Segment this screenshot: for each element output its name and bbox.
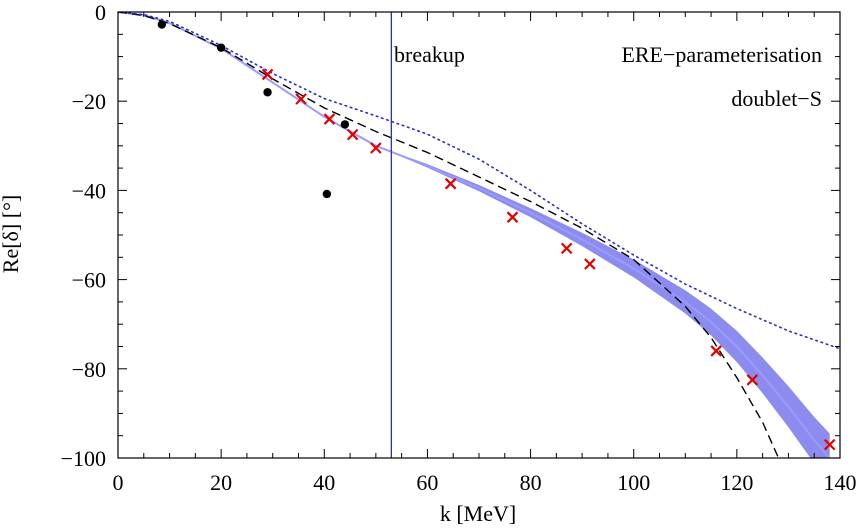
cross-marker <box>370 142 382 154</box>
x-tick-label: 80 <box>520 470 542 495</box>
dot-marker <box>340 120 350 129</box>
channel-label: doublet−S <box>731 86 822 111</box>
cross-stroke <box>823 438 836 451</box>
cross-marker <box>346 128 359 141</box>
x-tick-label: 120 <box>720 470 753 495</box>
markers-group <box>157 20 836 451</box>
dotted-curve <box>118 12 840 350</box>
cross-stroke <box>746 374 759 386</box>
dot-marker <box>157 20 167 29</box>
y-tick-label: −20 <box>72 89 106 114</box>
dot-marker <box>322 189 332 199</box>
cross-marker <box>584 258 596 270</box>
cross-stroke <box>560 242 573 255</box>
y-tick-label: 0 <box>95 0 106 25</box>
y-tick-label: −60 <box>72 268 106 293</box>
parameterisation-label: ERE−parameterisation <box>621 42 822 67</box>
cross-stroke <box>370 142 382 154</box>
cross-stroke <box>506 211 519 223</box>
x-tick-label: 40 <box>313 470 335 495</box>
dot-marker <box>216 43 226 52</box>
cross-stroke <box>584 258 596 270</box>
x-tick-label: 100 <box>617 470 650 495</box>
y-tick-label: −100 <box>61 446 106 471</box>
cross-marker <box>823 438 836 451</box>
y-tick-label: −40 <box>72 178 106 203</box>
curves-group <box>118 12 840 458</box>
cross-marker <box>746 374 759 386</box>
dashed-curve <box>118 12 780 458</box>
x-tick-label: 60 <box>416 470 438 495</box>
cross-marker <box>560 242 573 255</box>
dot-marker <box>263 88 272 97</box>
cross-stroke <box>295 93 307 105</box>
cross-stroke <box>346 128 359 141</box>
cross-marker <box>295 93 307 105</box>
x-axis-label: k [MeV] <box>440 501 516 526</box>
cross-marker <box>506 211 519 223</box>
x-tick-label: 20 <box>210 470 232 495</box>
cross-marker <box>323 113 336 125</box>
breakup-label: breakup <box>394 42 465 67</box>
cross-marker <box>261 68 274 81</box>
y-tick-label: −80 <box>72 357 106 382</box>
cross-marker <box>444 177 457 190</box>
cross-stroke <box>710 345 723 357</box>
cross-stroke <box>323 113 336 125</box>
x-tick-label: 140 <box>824 470 857 495</box>
x-tick-label: 0 <box>113 470 124 495</box>
ticks-group: 0 20 40 60 80 100 120 140 0 −20 −40 −60 −80 −100 <box>61 0 857 495</box>
cross-marker <box>710 345 723 357</box>
cross-stroke <box>444 177 457 190</box>
y-axis-label: Re[δ] [°] <box>0 195 23 273</box>
cross-stroke <box>261 68 274 81</box>
